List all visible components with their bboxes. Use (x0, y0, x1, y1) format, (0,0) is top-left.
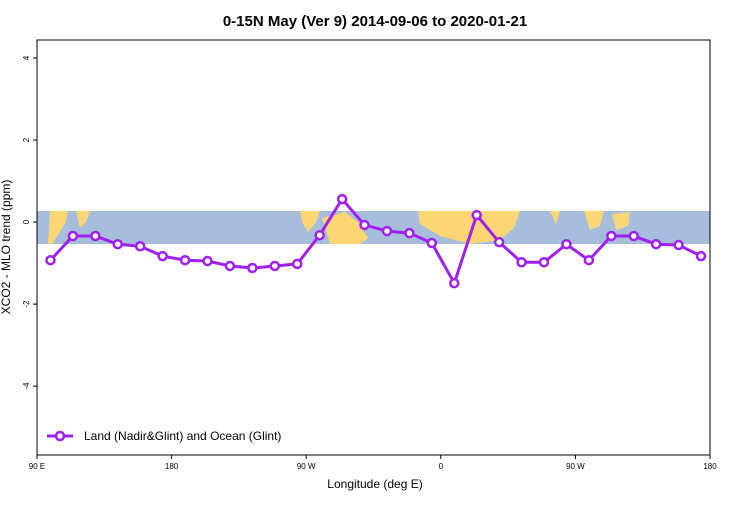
point (336, 193, 348, 205)
y-tick-label: 2 (22, 137, 31, 142)
point (67, 230, 79, 242)
x-tick-label: 0 (439, 462, 444, 471)
point (381, 225, 393, 237)
point (493, 236, 505, 248)
x-tick-label: 90 E (29, 462, 45, 471)
x-tick-label: 180 (703, 462, 717, 471)
land (612, 212, 630, 230)
point (561, 238, 572, 250)
point (247, 262, 258, 274)
point (426, 237, 438, 249)
point (359, 219, 370, 231)
point (695, 250, 707, 262)
point (90, 230, 101, 242)
point (314, 229, 325, 241)
point (404, 227, 415, 239)
point (538, 257, 550, 268)
map-band (37, 211, 710, 244)
x-tick-label: 180 (165, 462, 179, 471)
point (516, 257, 527, 268)
point (449, 277, 460, 289)
land (300, 211, 320, 232)
x-axis-label: Longitude (deg E) (327, 477, 422, 491)
land (584, 211, 604, 230)
point (202, 255, 213, 267)
x-tick-label: 90 W (297, 462, 316, 471)
plot-frame (36, 39, 711, 456)
point (112, 238, 124, 250)
point (291, 258, 303, 270)
y-tick-label: -2 (22, 300, 31, 308)
point (45, 254, 56, 266)
y-tick-label: 0 (22, 219, 31, 224)
point (606, 230, 617, 242)
land (76, 211, 90, 228)
point (628, 230, 639, 242)
land (48, 211, 68, 244)
y-axis-label: XCO2 - MLO trend (ppm) (0, 180, 13, 315)
legend-label: Land (Nadir&Glint) and Ocean (Glint) (84, 429, 281, 443)
y-tick-label: -4 (22, 382, 31, 390)
chart-title: 0-15N May (Ver 9) 2014-09-06 to 2020-01-… (223, 13, 527, 30)
point (583, 254, 595, 266)
land (322, 212, 368, 244)
point (224, 260, 236, 272)
legend-marker (54, 430, 66, 442)
land (550, 211, 560, 224)
point (673, 239, 684, 251)
point (157, 250, 168, 262)
point (179, 254, 191, 266)
point (269, 260, 281, 272)
y-tick-label: 4 (22, 55, 31, 60)
point (134, 241, 146, 252)
point (650, 238, 662, 250)
point (471, 209, 482, 221)
x-tick-label: 90 W (566, 462, 585, 471)
